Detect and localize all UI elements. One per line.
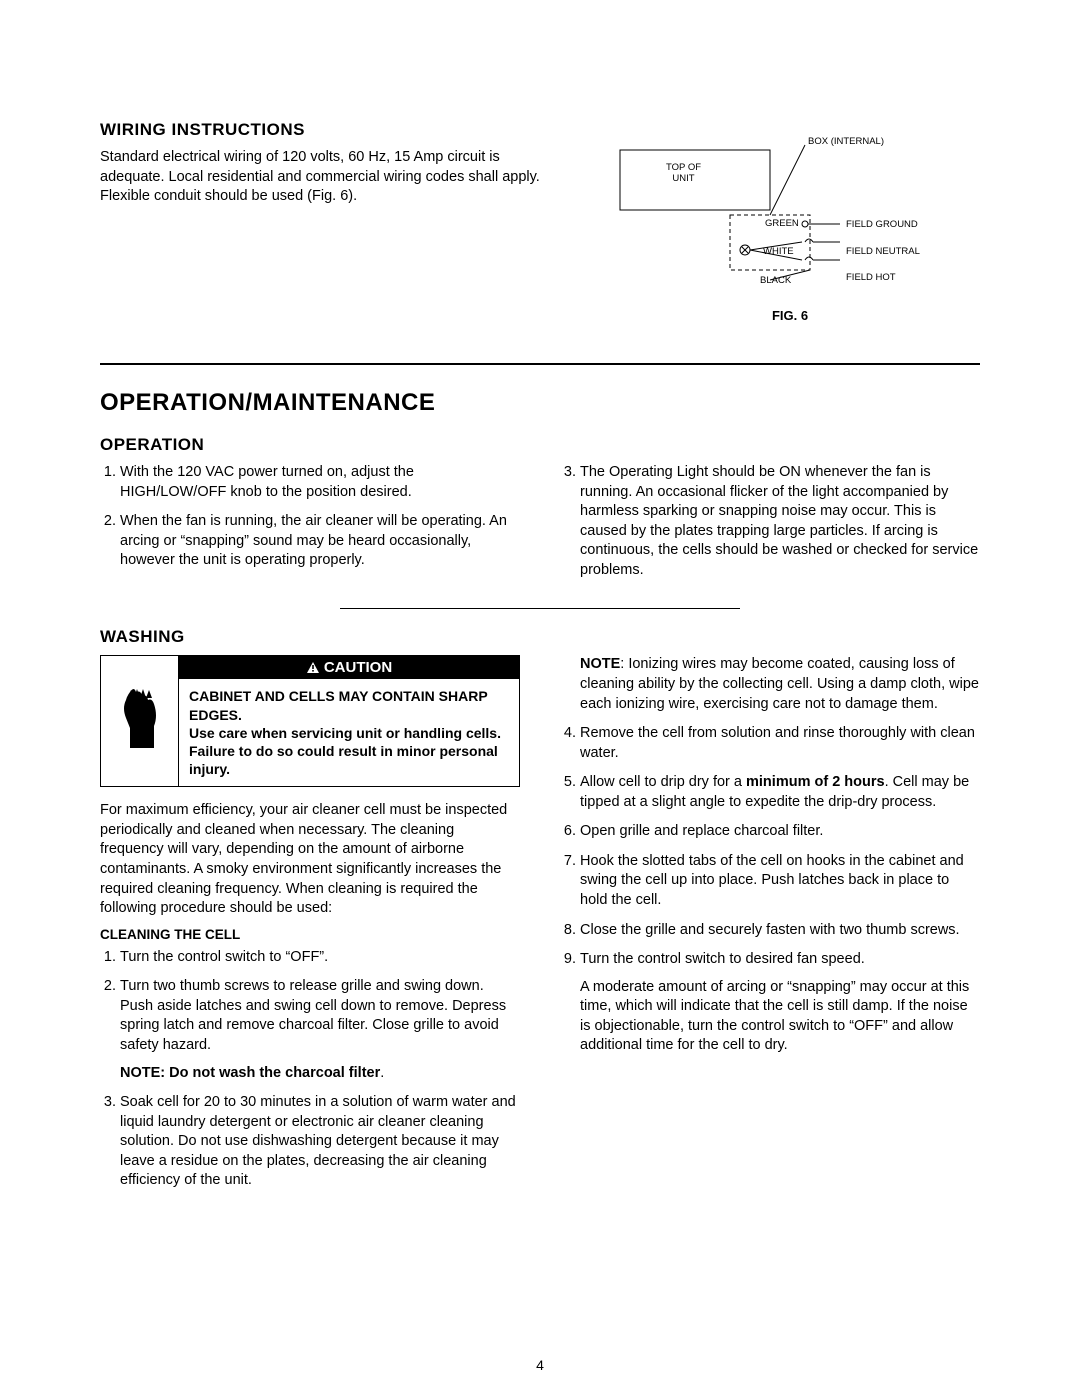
label-box-internal: BOX (INTERNAL) (808, 136, 884, 147)
wiring-column: WIRING INSTRUCTIONS Standard electrical … (100, 120, 560, 323)
caution-body: CABINET AND CELLS MAY CONTAIN SHARP EDGE… (179, 679, 519, 786)
label-field-neutral: FIELD NEUTRAL (846, 246, 920, 257)
operation-right-list: The Operating Light should be ON wheneve… (560, 463, 980, 580)
list-item: When the fan is running, the air cleaner… (120, 512, 520, 571)
list-item: Open grille and replace charcoal filter. (580, 822, 980, 842)
divider-heavy (100, 363, 980, 365)
label-field-ground: FIELD GROUND (846, 219, 918, 230)
operation-left-list: With the 120 VAC power turned on, adjust… (100, 463, 520, 571)
cleaning-right-list: Remove the cell from solution and rinse … (560, 724, 980, 1056)
cleaning-head: CLEANING THE CELL (100, 927, 520, 942)
li9: Turn the control switch to desired fan s… (580, 951, 865, 967)
washing-left: CAUTION CABINET AND CELLS MAY CONTAIN SH… (100, 655, 520, 1201)
charcoal-note: NOTE: Do not wash the charcoal filter (120, 1065, 380, 1081)
caution-box: CAUTION CABINET AND CELLS MAY CONTAIN SH… (100, 655, 520, 787)
hand-icon (110, 686, 170, 756)
list-item: Close the grille and securely fasten wit… (580, 921, 980, 941)
wiring-row: WIRING INSTRUCTIONS Standard electrical … (100, 120, 980, 323)
operation-right: The Operating Light should be ON wheneve… (560, 463, 980, 590)
list-item: Remove the cell from solution and rinse … (580, 724, 980, 763)
washing-intro: For maximum efficiency, your air cleaner… (100, 801, 520, 918)
caution-word: CAUTION (324, 659, 392, 676)
label-field-hot: FIELD HOT (846, 272, 896, 283)
figure-label: FIG. 6 (772, 308, 808, 323)
page-number: 4 (0, 1357, 1080, 1373)
cleaning-left-list: Turn the control switch to “OFF”. Turn t… (100, 948, 520, 1191)
diagram-svg (610, 120, 970, 300)
label-green: GREEN (765, 218, 799, 229)
caution-title: CABINET AND CELLS MAY CONTAIN SHARP EDGE… (189, 688, 487, 722)
diagram-column: TOP OF UNIT BOX (INTERNAL) GREEN WHITE B… (600, 120, 980, 323)
caution-right: CAUTION CABINET AND CELLS MAY CONTAIN SH… (179, 656, 519, 786)
li9-para: A moderate amount of arcing or “snapping… (580, 978, 980, 1056)
note-word: NOTE (580, 656, 620, 672)
list-item: Turn two thumb screws to release grille … (120, 977, 520, 1083)
label-top-of-unit-1: TOP OF (666, 162, 701, 173)
list-item-text: Turn two thumb screws to release grille … (120, 978, 506, 1053)
washing-columns: CAUTION CABINET AND CELLS MAY CONTAIN SH… (100, 655, 980, 1201)
washing-right: NOTE: Ionizing wires may become coated, … (560, 655, 980, 1201)
list-item: Allow cell to drip dry for a minimum of … (580, 773, 980, 812)
list-item: Soak cell for 20 to 30 minutes in a solu… (120, 1093, 520, 1191)
ionizing-note: NOTE: Ionizing wires may become coated, … (560, 655, 980, 714)
divider-light (340, 608, 740, 609)
wiring-body: Standard electrical wiring of 120 volts,… (100, 148, 560, 207)
warning-icon (306, 661, 320, 675)
li5bold: minimum of 2 hours (746, 774, 885, 790)
list-item: Turn the control switch to “OFF”. (120, 948, 520, 968)
li5a: Allow cell to drip dry for a (580, 774, 746, 790)
operation-columns: With the 120 VAC power turned on, adjust… (100, 463, 980, 590)
note-rest: : Ionizing wires may become coated, caus… (580, 656, 979, 711)
wiring-heading: WIRING INSTRUCTIONS (100, 120, 560, 140)
wiring-diagram: TOP OF UNIT BOX (INTERNAL) GREEN WHITE B… (610, 120, 970, 300)
operation-left: With the 120 VAC power turned on, adjust… (100, 463, 520, 590)
list-item: With the 120 VAC power turned on, adjust… (120, 463, 520, 502)
label-white: WHITE (763, 246, 794, 257)
main-heading: OPERATION/MAINTENANCE (100, 389, 980, 417)
washing-heading: WASHING (100, 627, 980, 647)
caution-bar: CAUTION (179, 656, 519, 679)
list-item: The Operating Light should be ON wheneve… (580, 463, 980, 580)
label-top-of-unit-2: UNIT (672, 173, 694, 184)
label-top-of-unit: TOP OF UNIT (666, 162, 701, 184)
caution-text: Use care when servicing unit or handling… (189, 725, 501, 777)
label-black: BLACK (760, 275, 791, 286)
operation-heading: OPERATION (100, 435, 980, 455)
caution-icon-cell (101, 656, 179, 786)
list-item: Hook the slotted tabs of the cell on hoo… (580, 852, 980, 911)
list-item: Turn the control switch to desired fan s… (580, 950, 980, 1056)
